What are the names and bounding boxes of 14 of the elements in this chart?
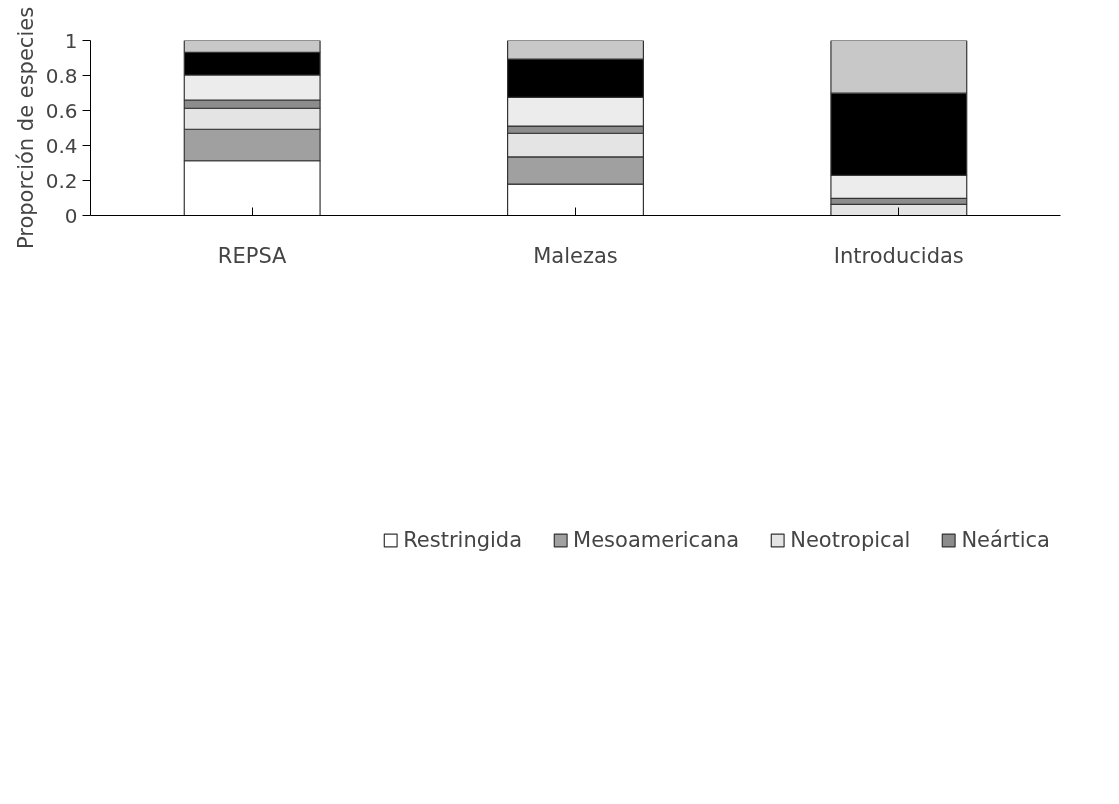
legend-label: Restringida [403,528,523,552]
x-tick-label: Malezas [533,243,618,268]
legend-label: Neártica [961,528,1050,552]
x-tick-label: REPSA [217,243,288,268]
y-tick-label: 0.4 [45,133,78,158]
legend-label: Neotropical [790,528,911,552]
y-tick-label: 0.2 [45,168,78,193]
y-tick-label: 0 [64,203,78,228]
y-tick-label: 1 [64,28,78,53]
y-tick-label: 0.6 [45,98,78,123]
y-tick-label: 0.8 [45,63,78,88]
x-tick-label: Introducidas [833,243,964,268]
y-axis-title: Proporción de especies [13,6,38,250]
legend-label: Mesoamericana [573,528,740,552]
